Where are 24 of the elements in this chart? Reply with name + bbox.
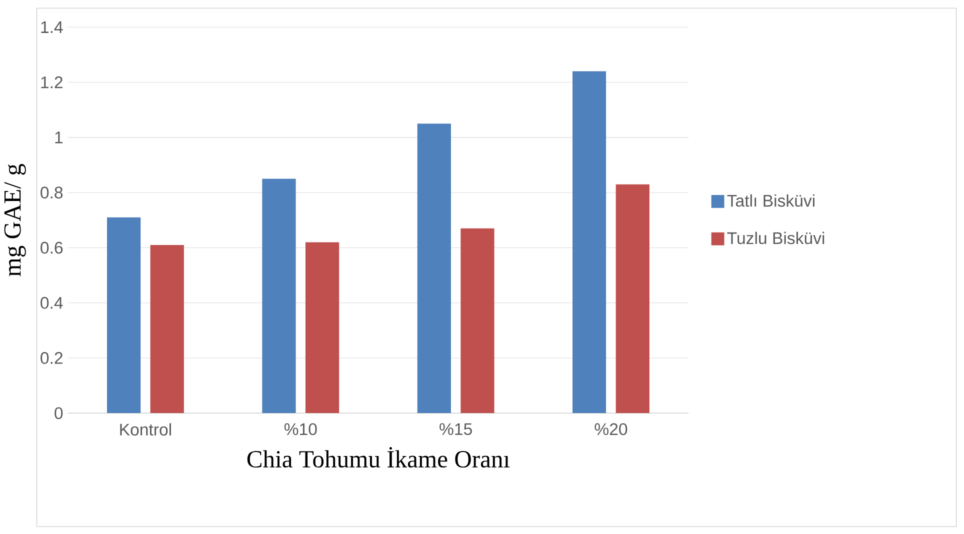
y-tick-label: 0.2	[40, 352, 62, 364]
legend-label: Tuzlu Bisküvi	[727, 232, 824, 244]
y-tick-label: 1.2	[41, 76, 62, 88]
legend-label: Tatlı Bisküvi	[727, 194, 814, 207]
x-tick-label: Kontrol	[120, 423, 171, 436]
y-tick-label: 0	[54, 407, 63, 419]
y-tick-label: 1.4	[41, 21, 63, 33]
bar	[262, 178, 296, 413]
y-tick-label: 0.4	[40, 296, 63, 309]
bar	[305, 242, 340, 413]
x-tick-label: %10	[284, 423, 317, 435]
x-tick-label: %15	[440, 423, 472, 435]
bar	[572, 71, 606, 413]
x-tick-label: %20	[594, 423, 628, 435]
y-tick-label: 0.6	[40, 242, 63, 254]
bar	[150, 244, 184, 413]
y-tick-label: 0.8	[40, 186, 63, 198]
y-axis-title: mg GAE/ g	[4, 164, 26, 276]
x-axis-title: Chia Tohumu İkame Oranı	[247, 446, 510, 468]
bar	[106, 217, 141, 413]
y-tick-label: 1	[55, 131, 62, 144]
bar	[417, 123, 451, 413]
bar	[616, 184, 650, 413]
bar	[460, 228, 494, 413]
